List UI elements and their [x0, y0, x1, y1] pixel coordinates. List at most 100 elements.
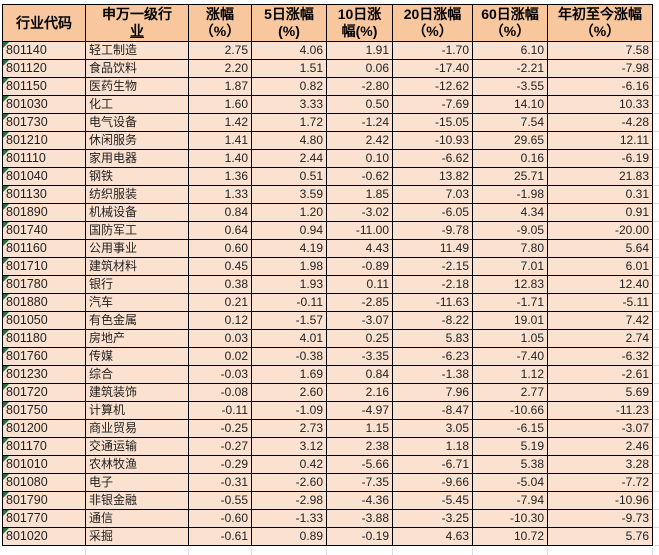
cell-chg[interactable]: 1.33	[188, 185, 252, 204]
cell-industry-code[interactable]: 801050	[2, 311, 86, 330]
cell-industry-name[interactable]: 轻工制造	[85, 41, 189, 60]
cell-chg[interactable]: -0.60	[188, 509, 252, 528]
cell-industry-code[interactable]: 801010	[2, 455, 86, 474]
cell-chg_ytd[interactable]: 2.74	[547, 329, 653, 348]
cell-industry-name[interactable]: 银行	[85, 275, 189, 294]
cell-chg_10d[interactable]: 1.15	[326, 419, 393, 438]
cell-industry-code[interactable]: 801130	[2, 185, 86, 204]
cell-chg_ytd[interactable]: -3.07	[547, 419, 653, 438]
cell-chg_10d[interactable]: 0.10	[326, 149, 393, 168]
cell-industry-name[interactable]: 建筑材料	[85, 257, 189, 276]
column-header-industry-code[interactable]: 行业代码	[2, 4, 86, 42]
cell-chg_5d[interactable]: 4.80	[251, 131, 327, 150]
cell-chg_ytd[interactable]: 0.91	[547, 203, 653, 222]
cell-industry-name[interactable]: 电气设备	[85, 113, 189, 132]
cell-chg[interactable]: 2.75	[188, 41, 252, 60]
cell-chg[interactable]: 0.12	[188, 311, 252, 330]
cell-industry-code[interactable]: 801120	[2, 59, 86, 78]
cell-chg[interactable]: 0.84	[188, 203, 252, 222]
column-header-change-60d[interactable]: 60日涨幅 （%）	[472, 4, 548, 42]
cell-industry-name[interactable]: 机械设备	[85, 203, 189, 222]
cell-industry-name[interactable]: 纺织服装	[85, 185, 189, 204]
cell-industry-code[interactable]: 801760	[2, 347, 86, 366]
cell-chg_20d[interactable]: -2.18	[392, 275, 473, 294]
cell-chg_ytd[interactable]: 3.28	[547, 455, 653, 474]
cell-chg_10d[interactable]: -0.62	[326, 167, 393, 186]
cell-chg_60d[interactable]: -6.15	[472, 419, 548, 438]
cell-chg_ytd[interactable]: 2.46	[547, 437, 653, 456]
cell-industry-code[interactable]: 801230	[2, 365, 86, 384]
cell-industry-code[interactable]: 801110	[2, 149, 86, 168]
cell-industry-name[interactable]: 钢铁	[85, 167, 189, 186]
cell-chg[interactable]: 1.87	[188, 77, 252, 96]
cell-chg_60d[interactable]: 2.77	[472, 383, 548, 402]
cell-chg_10d[interactable]: -11.00	[326, 221, 393, 240]
cell-chg_ytd[interactable]: -6.19	[547, 149, 653, 168]
cell-chg_ytd[interactable]: -11.23	[547, 401, 653, 420]
cell-chg_20d[interactable]: -10.93	[392, 131, 473, 150]
cell-chg[interactable]: -0.08	[188, 383, 252, 402]
cell-chg_20d[interactable]: -2.15	[392, 257, 473, 276]
cell-chg[interactable]: 0.60	[188, 239, 252, 258]
cell-chg_5d[interactable]: -1.09	[251, 401, 327, 420]
cell-chg_5d[interactable]: 3.59	[251, 185, 327, 204]
cell-industry-name[interactable]: 食品饮料	[85, 59, 189, 78]
cell-chg_20d[interactable]: 11.49	[392, 239, 473, 258]
cell-chg_20d[interactable]: 4.63	[392, 527, 473, 546]
cell-chg_5d[interactable]: 1.93	[251, 275, 327, 294]
cell-chg_20d[interactable]: -7.69	[392, 95, 473, 114]
cell-chg_ytd[interactable]: 0.31	[547, 185, 653, 204]
cell-chg_20d[interactable]: 7.03	[392, 185, 473, 204]
cell-chg_10d[interactable]: -0.19	[326, 527, 393, 546]
cell-chg_5d[interactable]: 1.72	[251, 113, 327, 132]
cell-chg_5d[interactable]: 3.12	[251, 437, 327, 456]
cell-chg[interactable]: 0.45	[188, 257, 252, 276]
cell-industry-code[interactable]: 801140	[2, 41, 86, 60]
cell-chg[interactable]: 0.21	[188, 293, 252, 312]
cell-chg_ytd[interactable]: -10.96	[547, 491, 653, 510]
cell-chg_60d[interactable]: -2.21	[472, 59, 548, 78]
cell-chg_ytd[interactable]: -5.11	[547, 293, 653, 312]
cell-chg_20d[interactable]: -1.38	[392, 365, 473, 384]
cell-chg[interactable]: 0.03	[188, 329, 252, 348]
cell-chg_ytd[interactable]: 12.40	[547, 275, 653, 294]
cell-chg_5d[interactable]: 0.82	[251, 77, 327, 96]
cell-chg_5d[interactable]: -2.60	[251, 473, 327, 492]
cell-chg_10d[interactable]: -2.85	[326, 293, 393, 312]
cell-industry-name[interactable]: 通信	[85, 509, 189, 528]
cell-chg[interactable]: -0.27	[188, 437, 252, 456]
cell-chg_10d[interactable]: -0.89	[326, 257, 393, 276]
cell-chg_20d[interactable]: 7.96	[392, 383, 473, 402]
cell-industry-name[interactable]: 国防军工	[85, 221, 189, 240]
cell-chg_60d[interactable]: 6.10	[472, 41, 548, 60]
cell-chg[interactable]: -0.55	[188, 491, 252, 510]
cell-chg_60d[interactable]: 5.38	[472, 455, 548, 474]
cell-chg_10d[interactable]: 0.84	[326, 365, 393, 384]
cell-chg_5d[interactable]: 2.73	[251, 419, 327, 438]
cell-chg_10d[interactable]: 1.91	[326, 41, 393, 60]
cell-industry-code[interactable]: 801880	[2, 293, 86, 312]
cell-industry-code[interactable]: 801170	[2, 437, 86, 456]
cell-chg_60d[interactable]: 4.34	[472, 203, 548, 222]
cell-industry-name[interactable]: 传媒	[85, 347, 189, 366]
cell-chg[interactable]: 1.60	[188, 95, 252, 114]
cell-chg_60d[interactable]: 12.83	[472, 275, 548, 294]
cell-industry-name[interactable]: 汽车	[85, 293, 189, 312]
cell-industry-code[interactable]: 801740	[2, 221, 86, 240]
cell-chg_60d[interactable]: -7.94	[472, 491, 548, 510]
cell-chg_ytd[interactable]: -6.32	[547, 347, 653, 366]
cell-chg_60d[interactable]: -5.04	[472, 473, 548, 492]
cell-chg[interactable]: -0.29	[188, 455, 252, 474]
cell-chg_ytd[interactable]: -7.98	[547, 59, 653, 78]
cell-industry-code[interactable]: 801890	[2, 203, 86, 222]
cell-chg_20d[interactable]: 13.82	[392, 167, 473, 186]
cell-chg[interactable]: -0.31	[188, 473, 252, 492]
cell-chg_5d[interactable]: 1.98	[251, 257, 327, 276]
cell-chg[interactable]: -0.61	[188, 527, 252, 546]
cell-chg_ytd[interactable]: -6.16	[547, 77, 653, 96]
cell-industry-name[interactable]: 非银金融	[85, 491, 189, 510]
cell-chg[interactable]: -0.25	[188, 419, 252, 438]
cell-chg_ytd[interactable]: 12.11	[547, 131, 653, 150]
cell-industry-code[interactable]: 801770	[2, 509, 86, 528]
cell-industry-name[interactable]: 交通运输	[85, 437, 189, 456]
